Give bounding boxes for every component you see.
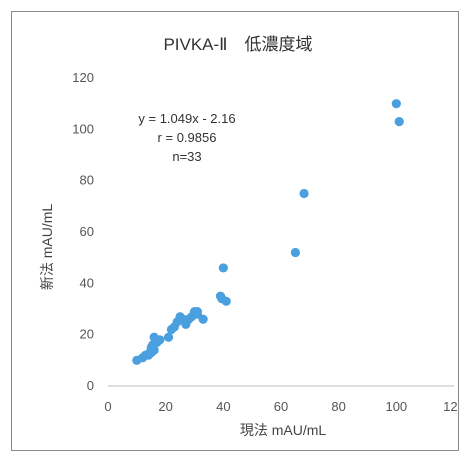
y-tick-label: 60	[80, 224, 94, 239]
data-point	[299, 188, 309, 199]
data-point	[394, 117, 404, 127]
correlation-coefficient: r = 0.9856	[158, 130, 217, 145]
y-tick-label: 120	[72, 70, 94, 85]
x-tick-label: 120	[443, 399, 458, 414]
x-tick-label: 60	[274, 399, 288, 414]
y-tick-label: 80	[80, 173, 94, 188]
x-axis-label: 現法 mAU/mL	[240, 422, 327, 438]
data-point	[192, 306, 202, 317]
data-point	[218, 263, 228, 273]
data-point	[290, 247, 301, 258]
data-point	[221, 296, 231, 306]
x-tick-label: 20	[158, 399, 172, 414]
chart-frame: PIVKA-Ⅱ 低濃度域 y = 1.049x - 2.16 r = 0.985…	[11, 11, 465, 451]
data-point	[391, 99, 401, 109]
data-points	[132, 99, 404, 365]
y-tick-label: 20	[80, 327, 94, 342]
y-tick-label: 100	[72, 121, 94, 136]
y-axis-ticks: 0 20 40 60 80 100 120	[72, 70, 94, 393]
data-point	[198, 314, 208, 324]
y-tick-label: 40	[80, 275, 94, 290]
regression-annotation: y = 1.049x - 2.16 r = 0.9856 n=33	[138, 111, 235, 164]
data-point	[163, 332, 174, 342]
scatter-chart: PIVKA-Ⅱ 低濃度域 y = 1.049x - 2.16 r = 0.985…	[39, 35, 465, 438]
y-axis-label: 新法 mAU/mL	[39, 204, 55, 291]
x-tick-label: 40	[216, 399, 230, 414]
regression-equation: y = 1.049x - 2.16	[138, 111, 235, 126]
x-tick-label: 0	[104, 399, 111, 414]
sample-count: n=33	[172, 149, 201, 164]
chart-title: PIVKA-Ⅱ 低濃度域	[163, 35, 312, 54]
data-point	[149, 345, 159, 355]
y-tick-label: 0	[87, 378, 94, 393]
x-axis-ticks: 0 20 40 60 80 100 120	[104, 399, 464, 414]
x-tick-label: 100	[385, 399, 407, 414]
x-tick-label: 80	[331, 399, 345, 414]
data-point	[155, 335, 165, 345]
